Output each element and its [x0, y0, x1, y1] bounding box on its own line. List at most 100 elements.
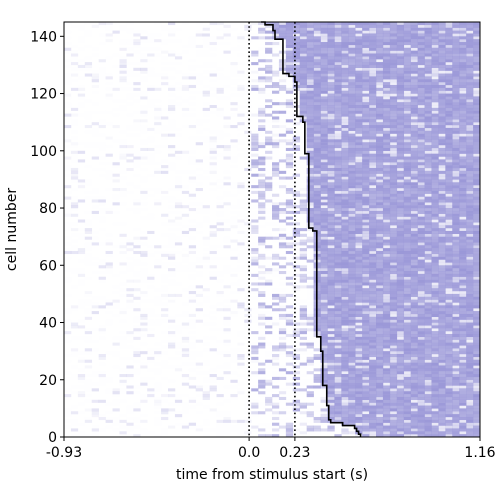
heatmap-cell	[424, 331, 432, 335]
heatmap-cell	[403, 339, 411, 343]
heatmap-cell	[459, 434, 467, 438]
heatmap-cell	[154, 168, 161, 171]
heatmap-cell	[147, 245, 154, 248]
heatmap-cell	[140, 294, 147, 297]
heatmap-cell	[459, 165, 467, 169]
heatmap-cell	[459, 416, 467, 421]
heatmap-cell	[410, 431, 418, 435]
heatmap-cell	[355, 228, 363, 232]
heatmap-cell	[396, 374, 405, 378]
heatmap-cell	[189, 368, 196, 371]
heatmap-cell	[306, 313, 314, 317]
heatmap-cell	[396, 368, 405, 372]
heatmap-cell	[209, 150, 217, 154]
heatmap-cell	[313, 179, 321, 183]
heatmap-cell	[293, 280, 300, 283]
heatmap-cell	[307, 311, 314, 314]
heatmap-cell	[92, 111, 99, 114]
heatmap-cell	[251, 359, 259, 363]
heatmap-cell	[334, 336, 342, 340]
heatmap-cell	[272, 145, 280, 149]
heatmap-cell	[334, 322, 342, 326]
heatmap-cell	[438, 136, 446, 140]
heatmap-cell	[196, 122, 203, 125]
heatmap-cell	[341, 256, 349, 260]
heatmap-cell	[382, 285, 391, 289]
heatmap-cell	[417, 250, 425, 255]
heatmap-cell	[355, 416, 363, 421]
heatmap-cell	[154, 343, 161, 346]
heatmap-cell	[258, 253, 266, 257]
heatmap-cell	[292, 408, 301, 412]
heatmap-cell	[341, 113, 349, 117]
heatmap-cell	[64, 174, 71, 177]
heatmap-cell	[147, 368, 154, 371]
heatmap-cell	[355, 271, 363, 275]
heatmap-cell	[175, 357, 182, 360]
heatmap-cell	[70, 173, 79, 177]
heatmap-cell	[133, 403, 140, 406]
heatmap-cell	[431, 293, 439, 297]
heatmap-cell	[285, 313, 294, 317]
heatmap-cell	[64, 408, 71, 411]
heatmap-cell	[473, 396, 481, 400]
heatmap-cell	[265, 130, 273, 134]
heatmap-cell	[306, 156, 314, 160]
heatmap-cell	[382, 173, 391, 177]
heatmap-cell	[382, 142, 391, 146]
heatmap-cell	[382, 388, 391, 392]
heatmap-cell	[154, 191, 161, 194]
heatmap-cell	[320, 282, 328, 286]
heatmap-cell	[175, 128, 182, 131]
heatmap-cell	[403, 228, 411, 232]
heatmap-cell	[300, 417, 307, 420]
heatmap-cell	[403, 285, 411, 289]
heatmap-cell	[389, 291, 398, 295]
heatmap-cell	[445, 419, 453, 423]
heatmap-cell	[320, 331, 328, 335]
heatmap-cell	[396, 110, 405, 114]
heatmap-cell	[278, 345, 287, 349]
heatmap-cell	[306, 133, 314, 137]
heatmap-cell	[313, 167, 321, 172]
heatmap-cell	[362, 356, 370, 360]
heatmap-cell	[272, 216, 280, 220]
heatmap-cell	[473, 376, 481, 380]
heatmap-cell	[452, 233, 460, 237]
heatmap-cell	[223, 419, 231, 423]
heatmap-cell	[327, 376, 335, 380]
heatmap-cell	[389, 208, 398, 212]
heatmap-cell	[389, 345, 398, 349]
heatmap-cell	[431, 268, 439, 272]
heatmap-cell	[459, 428, 467, 432]
heatmap-cell	[203, 380, 210, 383]
heatmap-cell	[424, 159, 432, 163]
heatmap-cell	[431, 256, 439, 260]
heatmap-cell	[285, 102, 294, 106]
heatmap-cell	[376, 271, 384, 275]
heatmap-cell	[417, 182, 425, 186]
heatmap-cell	[265, 199, 273, 203]
heatmap-cell	[389, 219, 398, 223]
heatmap-cell	[327, 256, 335, 260]
heatmap-cell	[424, 313, 432, 317]
heatmap-cell	[382, 256, 391, 260]
heatmap-cell	[424, 225, 432, 229]
heatmap-cell	[424, 356, 432, 360]
heatmap-cell	[466, 176, 474, 180]
heatmap-cell	[362, 305, 370, 309]
heatmap-cell	[285, 199, 294, 203]
heatmap-cell	[223, 219, 230, 222]
heatmap-cell	[431, 113, 439, 117]
heatmap-cell	[466, 279, 474, 283]
heatmap-cell	[452, 173, 460, 177]
heatmap-cell	[258, 377, 265, 380]
heatmap-cell	[203, 363, 210, 366]
heatmap-cell	[265, 84, 273, 89]
heatmap-cell	[223, 320, 230, 323]
heatmap-cell	[272, 182, 279, 185]
heatmap-cell	[251, 237, 258, 240]
heatmap-cell	[389, 402, 398, 406]
heatmap-cell	[403, 165, 411, 169]
heatmap-cell	[410, 291, 418, 295]
